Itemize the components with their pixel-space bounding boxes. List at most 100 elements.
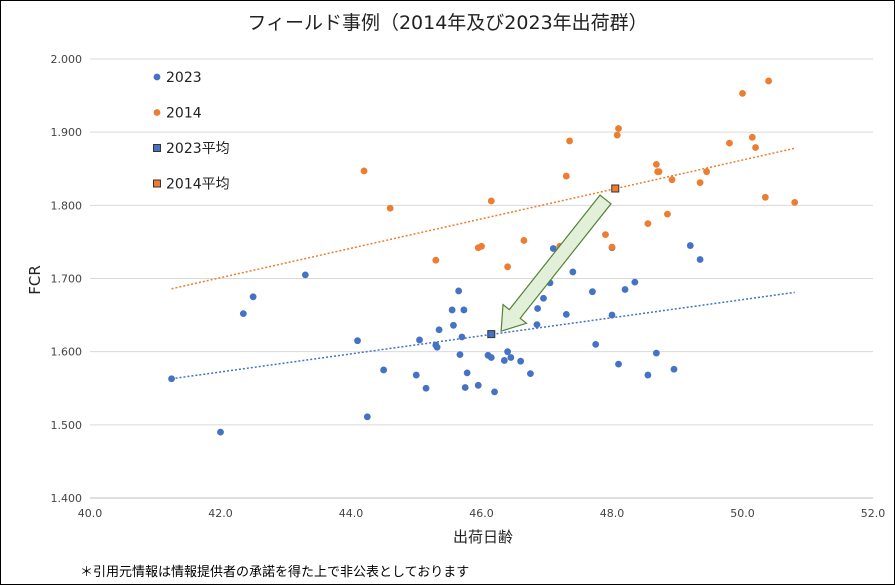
y-axis-title: FCR xyxy=(26,265,44,295)
data-point-2023 xyxy=(487,354,495,361)
data-point-2023 xyxy=(621,286,629,293)
arrow-shape xyxy=(500,194,612,333)
data-point-2014 xyxy=(739,89,746,97)
data-point-2014 xyxy=(696,179,704,187)
x-tick-label: 46.0 xyxy=(469,507,494,520)
data-point-2014 xyxy=(478,242,485,250)
y-tick-label: 1.600 xyxy=(51,346,83,359)
data-point-2014 xyxy=(602,231,609,239)
data-point-2023 xyxy=(533,321,541,328)
data-point-2023 xyxy=(670,365,678,373)
legend-label: 2014 xyxy=(166,106,202,122)
data-point-2014 xyxy=(765,77,772,85)
data-point-2023 xyxy=(592,340,600,348)
data-point-2023 xyxy=(448,306,456,314)
trendlines xyxy=(171,147,795,380)
data-point-2023 xyxy=(301,271,309,279)
data-point-2014 xyxy=(664,210,671,218)
data-point-2023 xyxy=(249,293,257,301)
legend-marker xyxy=(153,179,161,188)
data-point-2014 xyxy=(360,167,368,175)
x-tick-label: 44.0 xyxy=(339,507,364,520)
data-point-2014 xyxy=(748,133,756,141)
data-point-2014 xyxy=(726,139,733,147)
data-point-2023 xyxy=(549,245,557,252)
y-tick-label: 1.800 xyxy=(51,199,83,212)
data-point-2014 xyxy=(386,204,394,212)
data-point-2023 xyxy=(686,242,694,249)
data-point-2023 xyxy=(504,348,511,356)
data-point-2023 xyxy=(450,321,457,329)
data-point-2023 xyxy=(562,310,570,318)
legend-label: 2014平均 xyxy=(166,177,230,193)
data-point-2023 xyxy=(615,360,622,368)
data-point-2023 xyxy=(422,384,430,392)
footnote: ＊引用元情報は情報提供者の承諾を得た上で非公表としております xyxy=(80,565,470,580)
data-point-2023 xyxy=(416,336,423,344)
data-point-2014 xyxy=(504,263,511,271)
data-point-2023 xyxy=(217,428,224,436)
legend-marker xyxy=(153,109,161,116)
data-point-2023 xyxy=(608,311,616,319)
data-point-2023 xyxy=(569,268,577,276)
data-point-2014 xyxy=(652,160,660,168)
data-point-2023 xyxy=(500,357,508,364)
x-tick-label: 48.0 xyxy=(600,507,625,520)
data-point-2014 xyxy=(655,168,663,176)
x-tick-label: 50.0 xyxy=(730,507,755,520)
data-point-2023 xyxy=(435,326,443,334)
legend: 2023 2014 2023平均 2014平均 xyxy=(153,70,230,193)
data-point-2023 xyxy=(474,381,482,389)
data-point-2023 xyxy=(589,288,596,296)
data-point-2023 xyxy=(460,306,468,314)
trendline-2023 xyxy=(171,291,795,380)
data-point-2023 xyxy=(380,366,388,374)
data-point-2023 xyxy=(491,388,498,396)
data-point-2023 xyxy=(461,384,469,391)
data-point-2014 xyxy=(703,168,711,176)
gridlines xyxy=(90,58,873,426)
data-point-2023 xyxy=(463,369,471,377)
data-point-2023 xyxy=(534,305,542,312)
data-point-2014 xyxy=(520,237,528,244)
data-point-2023 xyxy=(517,357,525,365)
x-tick-label: 40.0 xyxy=(78,507,103,520)
x-tick-label: 42.0 xyxy=(208,507,233,520)
data-point-2023 xyxy=(168,375,175,383)
x-axis-title: 出荷日齢 xyxy=(453,528,513,546)
y-tick-label: 2.000 xyxy=(51,53,83,66)
data-point-2014 xyxy=(613,131,621,139)
data-point-2014 xyxy=(608,243,616,251)
data-point-2023 xyxy=(540,294,547,302)
data-point-2023 xyxy=(644,371,652,379)
legend-label: 2023 xyxy=(166,70,202,86)
legend-label: 2023平均 xyxy=(166,141,230,157)
data-point-2014 xyxy=(487,197,495,205)
data-point-2023 xyxy=(363,413,371,421)
data-point-2023 xyxy=(458,333,466,341)
mean-marker-2014平均 xyxy=(611,184,620,193)
data-point-2023 xyxy=(456,351,464,358)
mean-marker-2023平均 xyxy=(487,330,496,339)
data-point-2014 xyxy=(752,144,759,151)
x-tick-label: 52.0 xyxy=(861,507,886,520)
data-point-2014 xyxy=(761,193,769,201)
data-point-2023 xyxy=(354,337,361,345)
data-point-2014 xyxy=(668,176,676,184)
y-tick-label: 1.700 xyxy=(51,273,83,286)
data-point-2023 xyxy=(696,256,704,263)
y-tick-label: 1.400 xyxy=(51,492,83,505)
data-point-2023 xyxy=(433,343,441,351)
trendline-2014 xyxy=(171,147,795,290)
data-point-2014 xyxy=(791,199,799,206)
chart-title: フィールド事例（2014年及び2023年出荷群） xyxy=(247,12,648,34)
data-point-2023 xyxy=(652,349,660,357)
legend-marker xyxy=(153,144,161,152)
arrow-annotation xyxy=(500,194,612,333)
data-point-2023 xyxy=(239,310,247,318)
legend-marker xyxy=(153,73,161,81)
data-point-2014 xyxy=(566,137,573,145)
data-point-2023 xyxy=(412,371,420,379)
